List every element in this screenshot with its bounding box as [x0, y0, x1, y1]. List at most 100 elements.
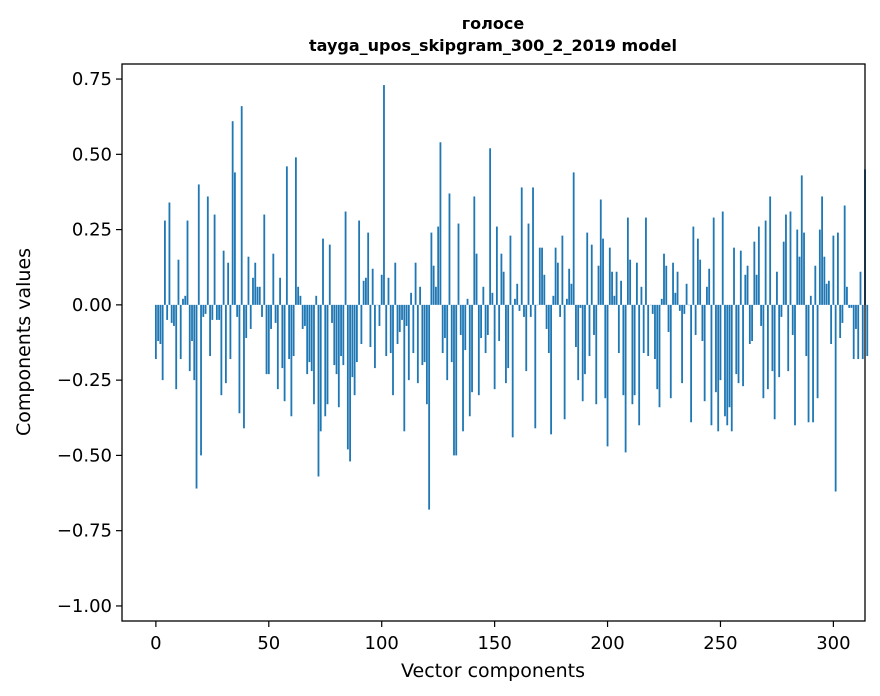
bar-47	[261, 304, 263, 317]
bar-284	[796, 229, 799, 305]
bar-105	[392, 304, 394, 396]
bar-75	[324, 304, 327, 417]
bar-162	[520, 187, 523, 305]
bar-241	[699, 259, 702, 305]
bar-211	[631, 304, 634, 405]
bar-296	[823, 256, 826, 305]
bar-58	[285, 166, 288, 305]
bar-232	[678, 304, 681, 311]
bar-119	[423, 304, 426, 363]
bar-309	[852, 304, 855, 360]
bar-102	[385, 304, 388, 357]
bars-group	[154, 85, 869, 510]
bar-298	[827, 280, 830, 305]
bar-49	[265, 304, 268, 375]
bar-106	[394, 262, 397, 305]
bar-48	[263, 214, 266, 305]
bar-133	[455, 304, 458, 456]
bar-287	[803, 232, 805, 305]
bar-156	[507, 304, 510, 369]
bar-193	[590, 244, 593, 305]
y-tick-label: 0.00	[72, 295, 112, 316]
bar-135	[459, 304, 462, 335]
bar-25	[211, 304, 214, 320]
bar-279	[785, 214, 787, 305]
bar-38	[240, 106, 243, 305]
bar-249	[717, 304, 720, 432]
bar-188	[579, 304, 582, 308]
bar-267	[757, 226, 760, 305]
bar-181	[563, 304, 566, 420]
bar-0	[154, 304, 157, 360]
bar-248	[715, 304, 717, 393]
bar-149	[491, 292, 494, 305]
bar-155	[505, 304, 507, 384]
bar-179	[559, 304, 562, 317]
bar-275	[776, 271, 778, 305]
bar-57	[283, 304, 286, 402]
y-axis: 0.75 0.50 0.25 0.00 −0.25 −0.50 −0.75 −1.00	[57, 69, 122, 617]
bar-244	[706, 286, 708, 305]
bar-63	[297, 286, 300, 305]
bar-84	[344, 211, 347, 305]
x-tick-label: 200	[590, 633, 624, 654]
bar-33	[229, 304, 232, 360]
bar-262	[746, 265, 749, 305]
bar-17	[193, 304, 196, 381]
y-tick-label: 0.75	[72, 69, 112, 90]
bar-202	[611, 271, 613, 305]
bar-247	[712, 217, 715, 305]
bar-56	[281, 304, 284, 369]
bar-42	[249, 304, 252, 329]
bar-107	[396, 304, 399, 344]
bar-270	[764, 220, 767, 305]
bar-311	[857, 304, 860, 360]
bar-207	[622, 304, 625, 396]
bar-24	[209, 304, 211, 357]
bar-230	[674, 292, 677, 305]
bar-194	[593, 304, 595, 335]
bar-23	[206, 196, 209, 305]
bar-253	[726, 304, 729, 426]
bar-161	[518, 304, 521, 311]
bar-170	[538, 247, 541, 305]
bar-72	[317, 304, 320, 477]
bar-292	[814, 265, 817, 305]
bar-68	[308, 304, 311, 363]
bar-245	[708, 268, 711, 305]
x-axis-label: Vector components	[401, 660, 585, 682]
bar-301	[834, 304, 837, 492]
bar-113	[410, 292, 412, 305]
bar-141	[473, 196, 476, 305]
bar-90	[358, 220, 361, 305]
bar-101	[383, 85, 385, 305]
bar-186	[575, 304, 577, 348]
bar-28	[218, 304, 221, 320]
bar-35	[234, 172, 236, 305]
bar-83	[342, 304, 345, 366]
bar-80	[335, 304, 338, 375]
bar-195	[595, 304, 598, 405]
bar-276	[778, 304, 781, 378]
bar-198	[602, 238, 604, 305]
bar-2	[159, 304, 162, 344]
bar-167	[532, 187, 534, 305]
bar-142	[475, 253, 478, 305]
bar-302	[837, 232, 839, 305]
bar-224	[660, 298, 663, 305]
bar-115	[414, 262, 417, 305]
bar-39	[243, 304, 245, 429]
bar-36	[236, 304, 239, 317]
bar-88	[353, 304, 356, 396]
bar-70	[313, 304, 315, 405]
bar-138	[466, 298, 469, 305]
bar-239	[694, 304, 697, 335]
bar-100	[380, 274, 383, 305]
bar-259	[739, 250, 742, 305]
bar-121	[428, 304, 431, 510]
bar-272	[769, 196, 772, 305]
bar-268	[760, 304, 763, 326]
bar-108	[398, 304, 401, 332]
bar-229	[672, 262, 674, 305]
bar-200	[606, 304, 609, 447]
